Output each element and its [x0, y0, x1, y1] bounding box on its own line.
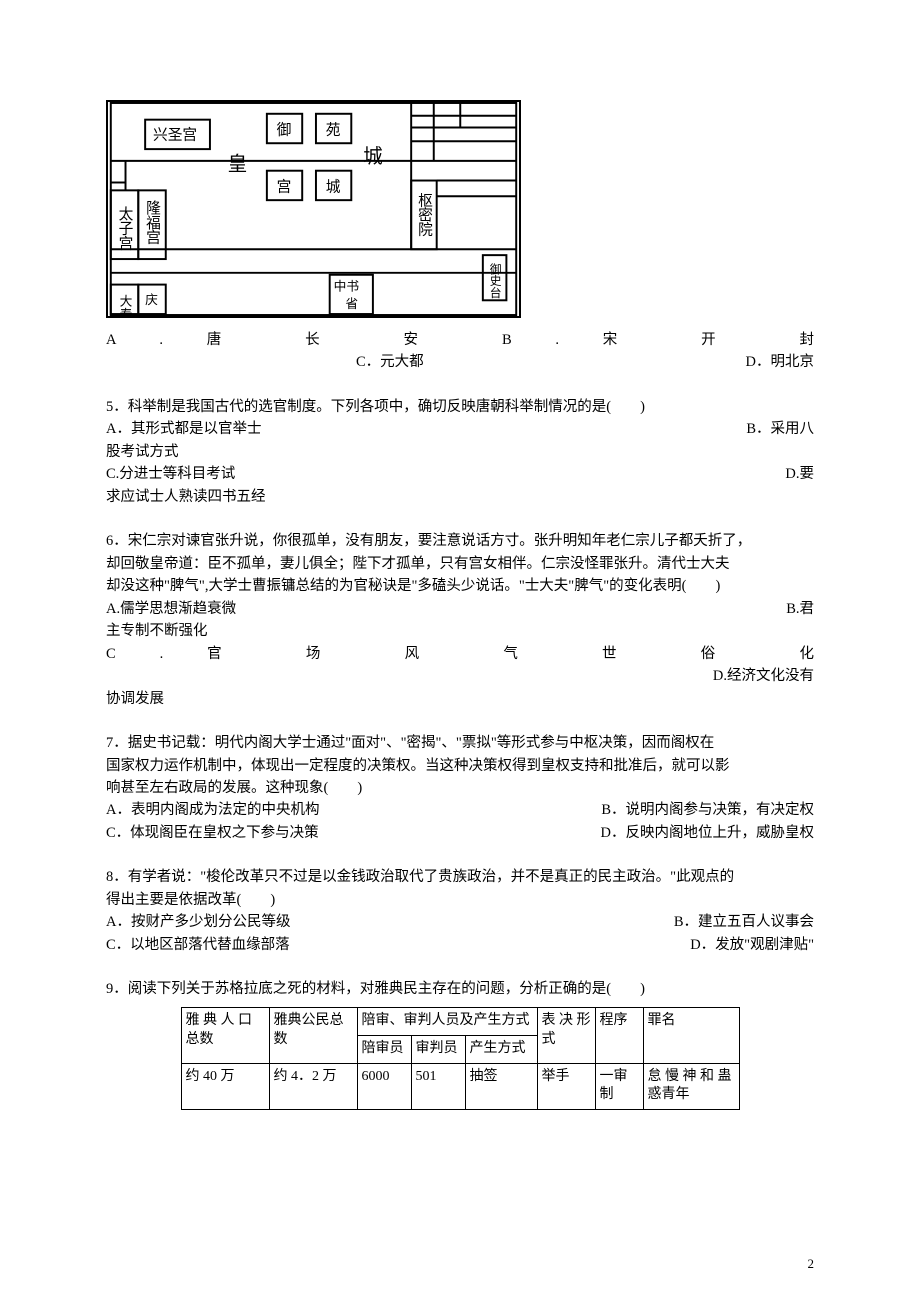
table-header: 罪名 [643, 1007, 739, 1063]
svg-text:枢密院: 枢密院 [416, 192, 432, 237]
svg-text:御史台: 御史台 [488, 262, 501, 298]
q6-l2: 却回敬皇帝道：臣不孤单，妻儿俱全；陛下才孤单，只有宫女相伴。仁宗没怪罪张升。清代… [106, 553, 814, 575]
svg-text:兴圣宫: 兴圣宫 [153, 126, 197, 143]
svg-text:中书: 中书 [334, 279, 360, 293]
svg-text:城: 城 [326, 178, 341, 195]
table-subheader: 审判员 [411, 1035, 465, 1063]
table-cell: 约 4．2 万 [269, 1063, 357, 1110]
q8-l1: 8．有学者说："梭伦改革只不过是以金钱政治取代了贵族政治，并不是真正的民主政治。… [106, 866, 814, 888]
q6-opt-b-cont: 主专制不断强化 [106, 620, 814, 642]
q7-opt-d: D．反映内阁地位上升，威胁皇权 [601, 822, 814, 844]
table-cell: 约 40 万 [181, 1063, 269, 1110]
svg-text:城: 城 [363, 146, 383, 168]
svg-text:皇: 皇 [228, 154, 248, 176]
q7-opt-b: B．说明内阁参与决策，有决定权 [601, 799, 814, 821]
q6-opt-d: D.经济文化没有 [106, 665, 814, 687]
table-cell: 6000 [357, 1063, 411, 1110]
svg-text:御: 御 [277, 121, 292, 138]
q8-opt-c: C．以地区部落代替血缘部落 [106, 934, 290, 956]
q7-l2: 国家权力运作机制中，体现出一定程度的决策权。当这种决策权得到皇权支持和批准后，就… [106, 755, 814, 777]
q8-l2: 得出主要是依据改革( ) [106, 889, 814, 911]
q8-opt-a: A．按财产多少划分公民等级 [106, 911, 290, 933]
svg-text:庆: 庆 [145, 293, 158, 307]
table-cell: 怠 慢 神 和 蛊惑青年 [643, 1063, 739, 1110]
svg-text:宫: 宫 [277, 178, 292, 195]
q6-opt-c: C . 官 场 风 气 世 俗 化 [106, 643, 814, 665]
q7-l3: 响甚至左右政局的发展。这种现象( ) [106, 777, 814, 799]
q7-opt-c: C．体现阁臣在皇权之下参与决策 [106, 822, 319, 844]
table-subheader: 产生方式 [465, 1035, 537, 1063]
table-header: 陪审、审判人员及产生方式 [357, 1007, 537, 1035]
table-header: 雅典公民总数 [269, 1007, 357, 1063]
q6-opt-d-cont: 协调发展 [106, 688, 814, 710]
q5-opt-d-cont: 求应试士人熟读四书五经 [106, 486, 814, 508]
table-header: 程序 [595, 1007, 643, 1063]
q4-diagram: 兴圣宫 皇 御 苑 城 宫 城 太子宫 隆福宫 枢密院 中书 省 御史台 大寿 … [106, 100, 814, 323]
table-cell: 举手 [537, 1063, 595, 1110]
svg-text:隆福宫: 隆福宫 [144, 200, 160, 244]
svg-text:省: 省 [345, 297, 358, 311]
table-cell: 501 [411, 1063, 465, 1110]
q5-opt-a: A．其形式都是以官举士 [106, 418, 261, 440]
q5-opt-d: D.要 [785, 463, 814, 485]
svg-text:太子宫: 太子宫 [117, 206, 133, 250]
q6-l1: 6．宋仁宗对谏官张升说，你很孤单，没有朋友，要注意说话方寸。张升明知年老仁宗儿子… [106, 530, 814, 552]
q5-opt-b: B．采用八 [746, 418, 814, 440]
q6-opt-b: B.君 [786, 598, 814, 620]
svg-text:苑: 苑 [326, 121, 341, 138]
q7-l1: 7．据史书记载：明代内阁大学士通过"面对"、"密揭"、"票拟"等形式参与中枢决策… [106, 732, 814, 754]
q5-opt-b-cont: 股考试方式 [106, 441, 814, 463]
palace-map-svg: 兴圣宫 皇 御 苑 城 宫 城 太子宫 隆福宫 枢密院 中书 省 御史台 大寿 … [106, 100, 521, 318]
q4-opt-ab: A . 唐 长 安 B . 宋 开 封 [106, 329, 814, 351]
q8-opt-d: D．发放"观剧津贴" [690, 934, 814, 956]
svg-text:大寿: 大寿 [118, 294, 132, 318]
q4-opt-c: C．元大都 [356, 351, 424, 373]
q6-l3: 却没这种"脾气",大学士曹振镛总结的为官秘诀是"多磕头少说话。"士大夫"脾气"的… [106, 575, 814, 597]
page-number: 2 [808, 1256, 815, 1272]
q5-stem: 5．科举制是我国古代的选官制度。下列各项中，确切反映唐朝科举制情况的是( ) [106, 396, 814, 418]
q9-table: 雅 典 人 口总数雅典公民总数陪审、审判人员及产生方式表 决 形式程序罪名陪审员… [181, 1007, 740, 1111]
table-header: 表 决 形式 [537, 1007, 595, 1063]
q5-opt-c: C.分进士等科目考试 [106, 463, 235, 485]
q9-stem: 9．阅读下列关于苏格拉底之死的材料，对雅典民主存在的问题，分析正确的是( ) [106, 978, 814, 1000]
table-subheader: 陪审员 [357, 1035, 411, 1063]
table-cell: 抽签 [465, 1063, 537, 1110]
q7-opt-a: A．表明内阁成为法定的中央机构 [106, 799, 319, 821]
table-cell: 一审制 [595, 1063, 643, 1110]
q6-opt-a: A.儒学思想渐趋衰微 [106, 598, 236, 620]
q4-opt-d: D．明北京 [746, 351, 814, 373]
table-header: 雅 典 人 口总数 [181, 1007, 269, 1063]
q8-opt-b: B．建立五百人议事会 [674, 911, 814, 933]
